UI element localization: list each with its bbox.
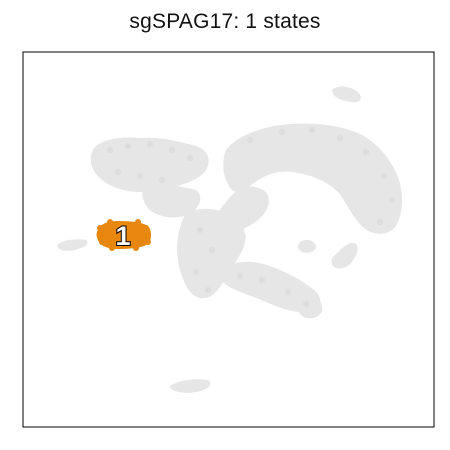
background-point (209, 247, 215, 253)
background-cluster-5 (177, 208, 246, 299)
background-point (363, 149, 369, 155)
state-1-point (143, 225, 149, 231)
background-point (147, 141, 153, 147)
state-1-cluster (96, 221, 151, 249)
background-cluster-11 (170, 379, 211, 393)
background-point (125, 143, 131, 149)
background-point (137, 173, 143, 179)
background-point (247, 137, 253, 143)
background-point (197, 227, 203, 233)
background-point (193, 269, 199, 275)
state-1-point (107, 219, 113, 225)
chart-title: sgSPAG17: 1 states (129, 10, 321, 33)
background-point (187, 155, 193, 161)
background-point (115, 169, 121, 175)
background-point (237, 273, 243, 279)
state-1-point (109, 245, 115, 251)
background-point (259, 277, 265, 283)
highlighted-state-cells (96, 219, 151, 251)
background-cluster-9 (332, 86, 361, 103)
background-point (205, 287, 211, 293)
background-cluster-8 (331, 242, 358, 269)
background-cluster-6 (218, 261, 321, 313)
background-point (381, 173, 387, 179)
background-cluster-2 (142, 184, 201, 218)
background-point (107, 147, 113, 153)
state-1-point (99, 239, 105, 245)
state-label-1: 1 (115, 221, 130, 251)
state-labels: 1 (114, 220, 131, 252)
background-point (279, 129, 285, 135)
state-1-point (135, 219, 141, 225)
background-cluster-7 (297, 295, 323, 319)
background-point (159, 177, 165, 183)
state-1-point (133, 245, 139, 251)
background-point (169, 147, 175, 153)
background-point (337, 135, 343, 141)
background-cluster-1 (90, 137, 209, 192)
state-1-point (145, 239, 151, 245)
background-cells (57, 86, 402, 393)
state-1-point (97, 225, 103, 231)
background-point (303, 301, 309, 307)
background-point (389, 197, 395, 203)
background-cluster-10 (57, 239, 88, 251)
background-cluster-13 (297, 239, 316, 253)
background-cluster-3 (223, 123, 402, 234)
background-point (377, 219, 383, 225)
background-point (285, 289, 291, 295)
background-point (309, 127, 315, 133)
background-cluster-12 (230, 229, 246, 243)
